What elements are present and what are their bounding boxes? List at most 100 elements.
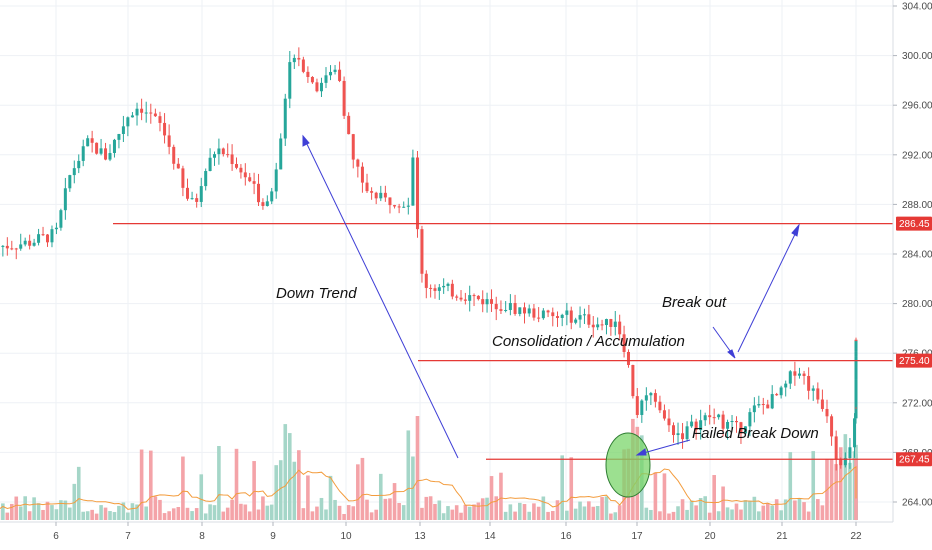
failed-breakdown-circle <box>605 432 651 498</box>
candle-body <box>752 405 756 413</box>
volume-bar <box>848 462 852 520</box>
volume-bar <box>757 511 761 520</box>
volume-bar <box>838 447 843 520</box>
candle-body <box>411 157 415 206</box>
time-tick-label: 14 <box>484 531 496 542</box>
candle-body <box>32 242 36 246</box>
candle-body <box>63 188 67 211</box>
candle-body <box>420 229 424 274</box>
volume-bar <box>662 473 667 520</box>
volume-bar <box>578 501 582 520</box>
volume-bar <box>834 464 838 520</box>
candle-body <box>429 287 433 289</box>
candle-body <box>163 122 167 136</box>
candle-body <box>622 334 626 352</box>
candle-body <box>68 175 72 189</box>
volume-bar <box>489 476 494 520</box>
volume-bar <box>328 475 333 520</box>
candle-body <box>513 303 517 314</box>
candle-body <box>81 146 85 161</box>
candle-body <box>848 447 852 459</box>
volume-bar <box>797 498 802 520</box>
candle-body <box>72 168 76 176</box>
volume-bar <box>667 513 671 520</box>
volume-bar <box>748 500 752 520</box>
volume-bar <box>23 496 27 520</box>
volume-bar <box>32 497 36 520</box>
volume-bar <box>234 448 239 520</box>
volume-bar <box>139 449 144 520</box>
volume-bar <box>278 460 283 520</box>
annotation-failed-break-down: Failed Break Down <box>692 425 819 442</box>
time-tick-label: 17 <box>631 531 643 542</box>
volume-bar <box>383 498 388 520</box>
candle-body <box>644 395 648 401</box>
volume-bar <box>54 509 59 520</box>
volume-bar <box>472 504 476 520</box>
volume-bar <box>72 483 77 520</box>
candle-body <box>734 421 738 423</box>
volume-bar <box>843 434 848 520</box>
candle-body <box>243 172 247 178</box>
volume-bar <box>517 502 522 520</box>
candle-body <box>117 133 121 140</box>
volume-bar <box>247 511 252 520</box>
candle-body <box>830 416 834 437</box>
price-tag-label-1: 275.40 <box>899 356 930 367</box>
volume-bar <box>649 509 653 520</box>
volume-bar <box>135 504 139 520</box>
volume-bar <box>360 457 365 520</box>
candlesticks <box>1 47 858 471</box>
candle-body <box>788 371 792 384</box>
volume-bar <box>600 497 604 520</box>
volume-bar <box>167 511 171 520</box>
volume-bar <box>802 502 806 520</box>
candle-body <box>703 415 707 421</box>
candle-body <box>546 310 550 313</box>
down-trend-arrow <box>304 139 459 459</box>
candle-body <box>37 234 41 243</box>
price-tick-label: 280.00 <box>902 299 932 310</box>
volume-bar <box>721 486 725 520</box>
volume-bar <box>454 505 459 520</box>
candle-body <box>261 202 265 206</box>
candle-body <box>825 408 829 417</box>
candle-body <box>172 146 176 164</box>
volume-bar <box>707 512 712 520</box>
candle-body <box>46 234 50 243</box>
volume-bar <box>144 506 149 520</box>
candle-body <box>54 227 58 230</box>
candle-body <box>820 399 824 409</box>
failed-breakdown-arrow <box>639 439 691 455</box>
candle-body <box>356 159 360 167</box>
candle-body <box>541 310 545 319</box>
volume-bar <box>734 503 739 520</box>
volume-bar <box>356 464 360 520</box>
candle-body <box>126 117 130 127</box>
volume-bar <box>397 503 401 520</box>
candle-body <box>239 167 243 173</box>
candle-body <box>523 307 527 314</box>
volume-bar <box>185 507 190 520</box>
volume-bar <box>351 506 356 520</box>
candle-body <box>640 400 644 415</box>
candle-body <box>784 383 788 388</box>
candle-body <box>342 80 346 116</box>
volume-bar <box>550 510 555 520</box>
volume-bar <box>689 500 694 520</box>
breakout-arrowhead <box>791 223 800 237</box>
candle-body <box>301 59 305 72</box>
candle-body <box>807 375 811 391</box>
volume-bar <box>108 511 112 520</box>
candle-body <box>306 71 310 77</box>
volume-bar <box>685 509 689 520</box>
candle-body <box>59 210 63 228</box>
candle-body <box>726 421 730 429</box>
volume-bar <box>694 505 698 520</box>
candle-body <box>347 115 351 135</box>
price-tag-label-0: 286.45 <box>899 219 930 230</box>
volume-bar <box>546 511 550 520</box>
volume-bar <box>5 512 10 520</box>
candle-body <box>319 82 323 92</box>
candle-body <box>775 394 779 396</box>
